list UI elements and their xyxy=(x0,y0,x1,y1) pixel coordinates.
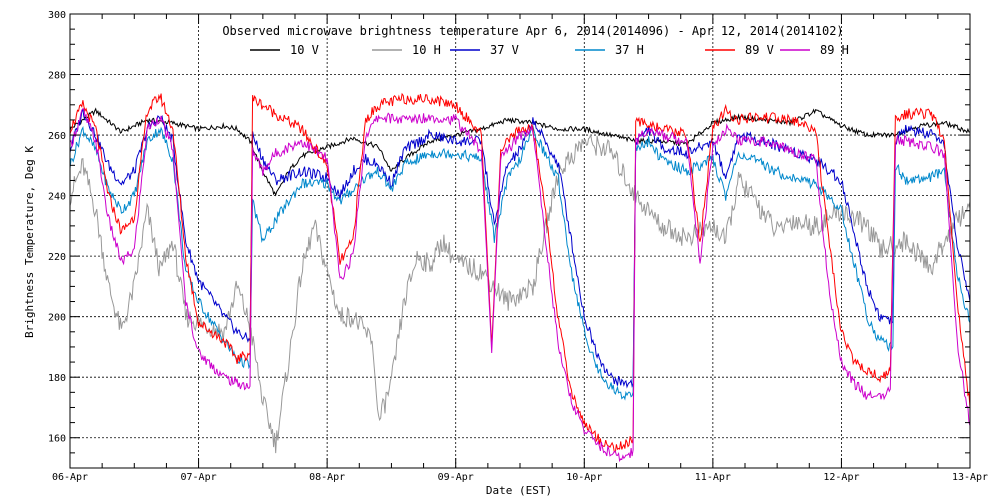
legend-label: 37 V xyxy=(490,43,519,57)
y-tick-label: 240 xyxy=(48,192,66,203)
x-axis-label: Date (EST) xyxy=(486,484,552,497)
legend-label: 89 H xyxy=(820,43,849,57)
tick-labels: 06-Apr 07-Apr 08-Apr 09-Apr 10-Apr 11-Apr 12-A… xyxy=(48,10,988,483)
series-layer xyxy=(69,92,971,463)
x-tick-label: 07-Apr xyxy=(181,472,217,483)
x-tick-label: 06-Apr xyxy=(52,472,88,483)
y-tick-label: 180 xyxy=(48,373,66,384)
y-axis-label: Brightness Temperature, Deg K xyxy=(23,146,36,338)
plot-frame xyxy=(69,13,971,469)
series-line-10-v xyxy=(69,107,971,197)
ticks xyxy=(69,13,971,469)
y-tick-label: 300 xyxy=(48,10,66,21)
x-tick-label: 11-Apr xyxy=(695,472,731,483)
x-tick-label: 10-Apr xyxy=(566,472,602,483)
y-tick-label: 200 xyxy=(48,313,66,324)
y-tick-label: 160 xyxy=(48,434,66,445)
grid xyxy=(70,14,970,468)
x-tick-label: 08-Apr xyxy=(309,472,345,483)
series-line-89-v xyxy=(69,92,971,453)
series-line-37-h xyxy=(69,125,971,401)
y-tick-label: 280 xyxy=(48,71,66,82)
x-tick-label: 13-Apr xyxy=(952,472,988,483)
series-line-89-h xyxy=(69,108,971,463)
legend: 10 V 10 H 37 V 37 H 89 V 89 H xyxy=(250,43,849,57)
x-tick-label: 09-Apr xyxy=(438,472,474,483)
legend-label: 89 V xyxy=(745,43,774,57)
legend-label: 10 H xyxy=(412,43,441,57)
x-tick-label: 12-Apr xyxy=(823,472,859,483)
legend-label: 37 H xyxy=(615,43,644,57)
legend-label: 10 V xyxy=(290,43,319,57)
series-line-10-h xyxy=(69,134,971,454)
y-tick-label: 220 xyxy=(48,252,66,263)
series-line-37-v xyxy=(69,107,971,389)
y-tick-label: 260 xyxy=(48,131,66,142)
chart-title: Observed microwave brightness temperatur… xyxy=(222,24,843,38)
